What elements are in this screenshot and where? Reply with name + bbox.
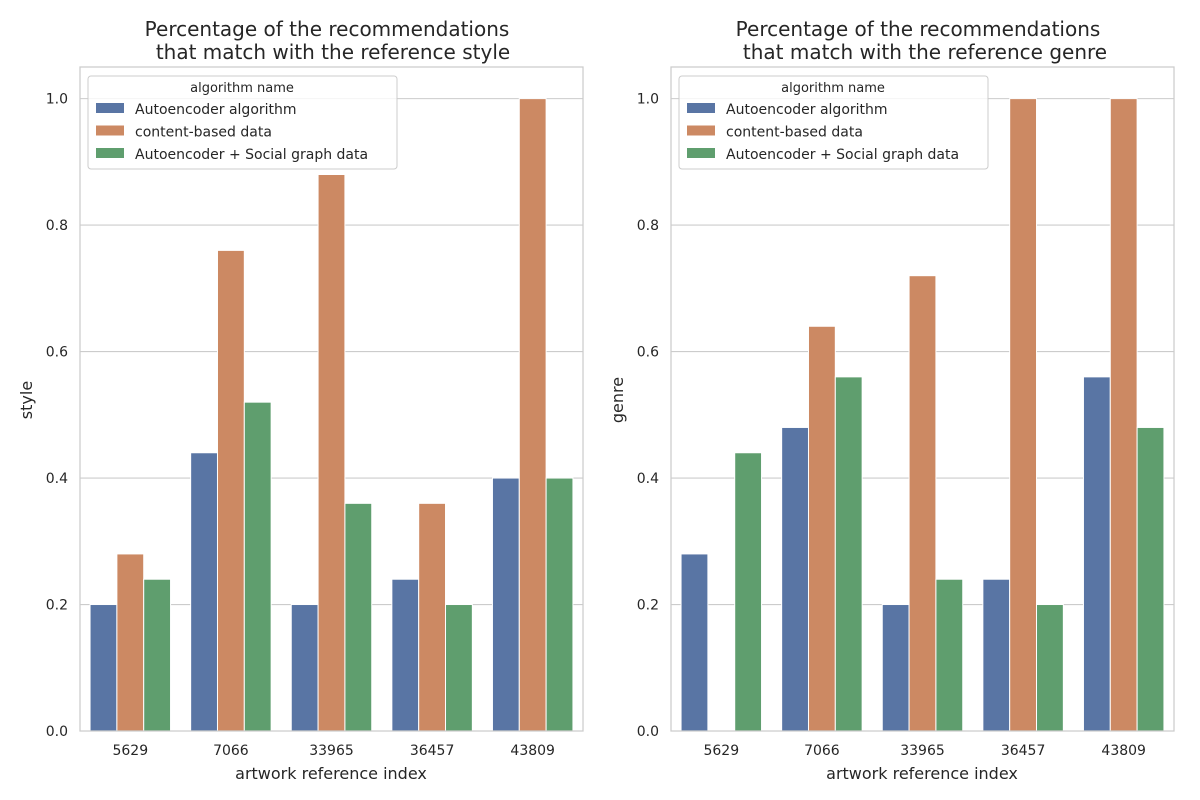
bar-autoencoder-social-graph-data-7066 (834, 376, 863, 732)
y-tick-label: 0.0 (637, 724, 659, 740)
chart-title-line1: Percentage of the recommendations (736, 17, 1101, 41)
bar-content-based-data-5629 (116, 553, 145, 732)
bar-autoencoder-algorithm-43809 (1082, 376, 1111, 732)
bar-content-based-data-33965 (317, 174, 346, 732)
x-tick-label: 7066 (213, 743, 249, 759)
legend-items: Autoencoder algorithm content-based data A… (96, 102, 368, 163)
y-tick-label: 0.6 (46, 345, 68, 361)
bar-autoencoder-algorithm-36457 (391, 578, 420, 732)
x-tick-labels: 5629 7066 33965 36457 43809 (112, 743, 554, 759)
legend-title: algorithm name (781, 81, 885, 96)
bar-autoencoder-social-graph-data-5629 (734, 452, 763, 732)
bar-autoencoder-social-graph-data-43809 (1136, 426, 1165, 732)
x-tick-label: 7066 (804, 743, 840, 759)
x-tick-label: 33965 (309, 743, 354, 759)
legend-label: Autoencoder + Social graph data (135, 147, 368, 163)
x-tick-labels: 5629 7066 33965 36457 43809 (703, 743, 1145, 759)
legend-swatch-content-based-data (687, 125, 715, 136)
legend-label: content-based data (726, 125, 863, 141)
bar-content-based-data-36457 (1009, 98, 1038, 732)
y-tick-label: 0.8 (46, 218, 68, 234)
x-axis-label: artwork reference index (826, 764, 1018, 783)
x-tick-label: 43809 (1101, 743, 1146, 759)
y-tick-label: 0.4 (637, 471, 659, 487)
bar-autoencoder-algorithm-5629 (680, 553, 709, 732)
x-tick-label: 33965 (900, 743, 945, 759)
bar-autoencoder-algorithm-5629 (89, 604, 118, 732)
legend-label: Autoencoder algorithm (726, 102, 888, 118)
bar-content-based-data-7066 (807, 325, 836, 732)
legend-box (87, 75, 398, 170)
y-tick-label: 0.8 (637, 218, 659, 234)
x-tick-label: 5629 (703, 743, 739, 759)
bar-autoencoder-social-graph-data-43809 (545, 477, 574, 732)
legend-swatch-autoencoder-algorithm (687, 103, 715, 113)
legend: algorithm name Autoencoder algorithm cont… (678, 75, 989, 170)
legend-box (678, 75, 989, 170)
x-tick-label: 43809 (510, 743, 555, 759)
chart-title-line2: that match with the reference genre (743, 40, 1107, 64)
bar-content-based-data-36457 (418, 502, 447, 732)
legend-title: algorithm name (190, 81, 294, 96)
axes-frame (79, 66, 584, 732)
chart-panel-genre: Percentage of the recommendations that m… (608, 17, 1175, 783)
y-tick-label: 1.0 (46, 92, 68, 108)
x-tick-label: 36457 (410, 743, 455, 759)
bar-autoencoder-social-graph-data-36457 (445, 604, 473, 732)
x-axis-label: artwork reference index (235, 764, 427, 783)
bar-content-based-data-43809 (1109, 98, 1138, 732)
bar-autoencoder-algorithm-36457 (982, 578, 1011, 732)
bars (680, 98, 1165, 732)
y-tick-label: 0.6 (637, 345, 659, 361)
y-tick-labels: 0.0 0.2 0.4 0.6 0.8 1.0 (637, 92, 659, 740)
y-tick-label: 1.0 (637, 92, 659, 108)
y-axis-label: style (17, 381, 36, 419)
x-tick-label: 36457 (1001, 743, 1046, 759)
legend-swatch-autoencoder-algorithm (96, 103, 124, 113)
bar-content-based-data-7066 (216, 249, 245, 732)
legend-swatch-content-based-data (96, 125, 124, 136)
bar-content-based-data-43809 (518, 98, 547, 732)
bar-autoencoder-algorithm-33965 (290, 604, 319, 732)
y-axis-label: genre (608, 377, 627, 423)
bar-autoencoder-algorithm-7066 (190, 452, 218, 732)
bar-autoencoder-algorithm-7066 (781, 426, 809, 732)
y-tick-label: 0.0 (46, 724, 68, 740)
bar-content-based-data-33965 (908, 275, 937, 732)
chart-title-line2: that match with the reference style (156, 40, 510, 64)
axes-frame (670, 66, 1175, 732)
x-tick-label: 5629 (112, 743, 148, 759)
legend-swatch-autoencoder-social-graph-data (96, 148, 124, 158)
y-tick-label: 0.4 (46, 471, 68, 487)
bar-autoencoder-algorithm-43809 (491, 477, 520, 732)
legend-swatch-autoencoder-social-graph-data (687, 148, 715, 158)
bar-autoencoder-social-graph-data-5629 (143, 578, 172, 732)
y-tick-label: 0.2 (637, 598, 659, 614)
legend-label: Autoencoder + Social graph data (726, 147, 959, 163)
legend-label: content-based data (135, 125, 272, 141)
chart-title-line1: Percentage of the recommendations (145, 17, 510, 41)
y-tick-labels: 0.0 0.2 0.4 0.6 0.8 1.0 (46, 92, 68, 740)
legend-label: Autoencoder algorithm (135, 102, 297, 118)
bar-autoencoder-social-graph-data-36457 (1036, 604, 1064, 732)
bars (89, 98, 574, 732)
legend: algorithm name Autoencoder algorithm cont… (87, 75, 398, 170)
bar-autoencoder-social-graph-data-33965 (344, 502, 373, 732)
chart-panel-style: Percentage of the recommendations that m… (17, 17, 584, 783)
bar-autoencoder-social-graph-data-33965 (935, 578, 964, 732)
bar-autoencoder-algorithm-33965 (881, 604, 910, 732)
bar-autoencoder-social-graph-data-7066 (243, 401, 272, 732)
legend-items: Autoencoder algorithm content-based data A… (687, 102, 959, 163)
y-tick-label: 0.2 (46, 598, 68, 614)
